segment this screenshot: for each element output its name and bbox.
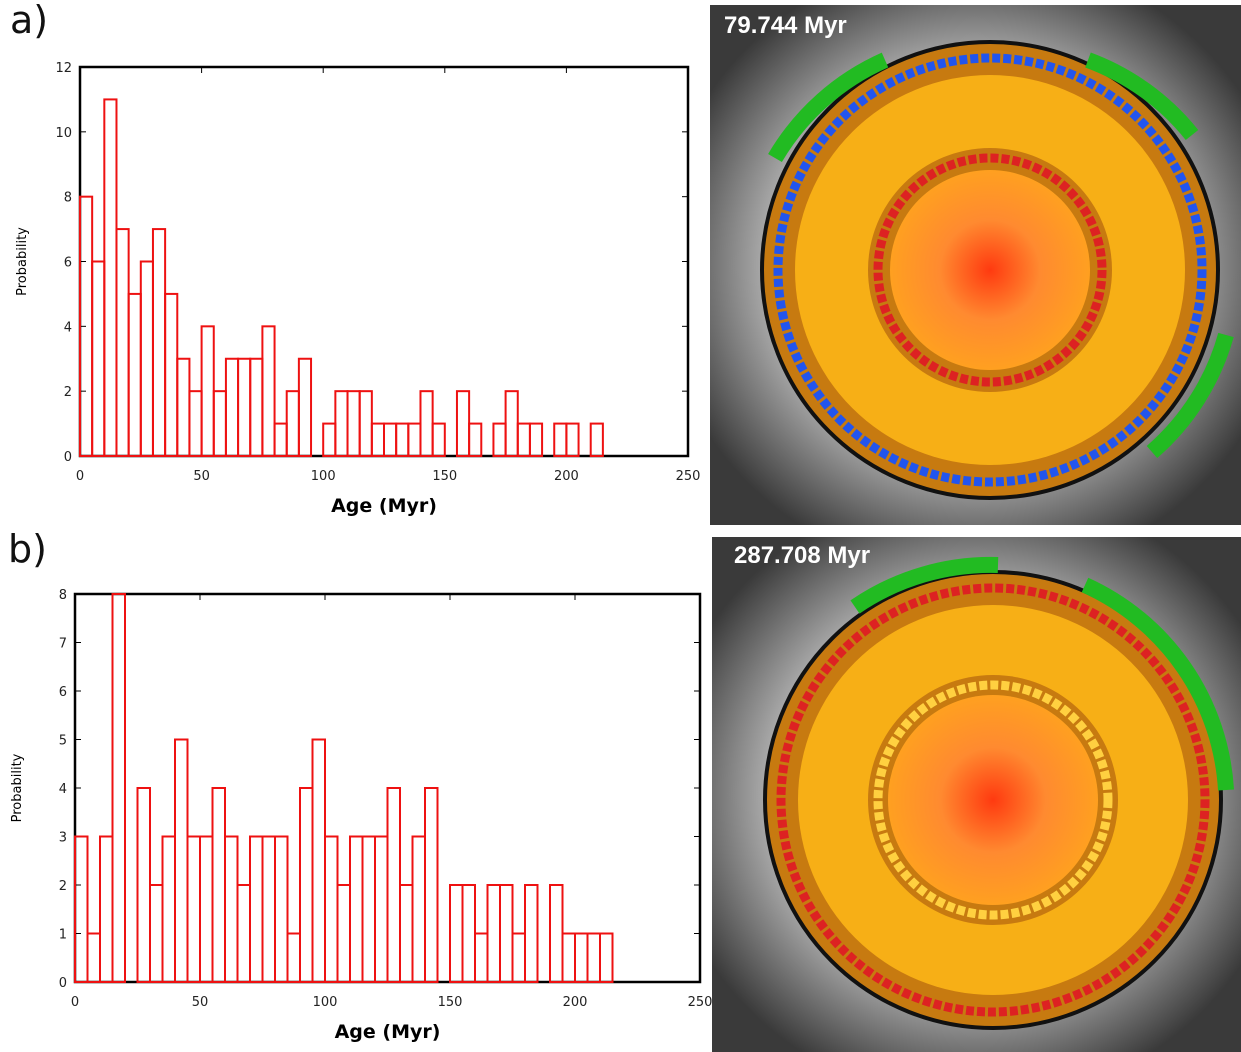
bar: [528, 422, 544, 458]
x-tick-label: 100: [311, 469, 336, 484]
x-axis-label: Age (Myr): [335, 1021, 441, 1043]
x-tick-label: 0: [76, 469, 84, 484]
y-tick-label: 5: [59, 734, 67, 749]
y-tick-label: 8: [64, 191, 72, 206]
bar: [524, 884, 539, 983]
bar: [424, 787, 439, 983]
x-tick-label: 100: [313, 995, 338, 1010]
sim-time: 79.744 Myr: [724, 12, 847, 39]
x-tick-label: 150: [438, 995, 463, 1010]
bar: [431, 422, 446, 458]
y-tick-label: 7: [59, 637, 67, 652]
simulation-b: [712, 537, 1241, 1052]
y-tick-label: 2: [64, 385, 72, 400]
x-tick-label: 0: [71, 995, 79, 1010]
sim-time: 287.708 Myr: [734, 542, 870, 569]
bar: [297, 357, 313, 457]
y-tick-label: 4: [64, 320, 72, 335]
x-tick-label: 200: [563, 995, 588, 1010]
plot-frame: [78, 65, 690, 458]
simulation-a: [710, 5, 1241, 525]
bar: [599, 932, 614, 983]
y-tick-label: 12: [55, 61, 72, 76]
x-tick-label: 50: [193, 469, 210, 484]
y-tick-label: 6: [59, 685, 67, 700]
x-tick-label: 50: [192, 995, 209, 1010]
bar: [589, 422, 604, 458]
y-tick-label: 2: [59, 879, 67, 894]
y-tick-label: 10: [55, 126, 72, 141]
bar: [565, 422, 580, 458]
y-tick-label: 3: [59, 831, 67, 846]
bar: [261, 325, 276, 458]
panel-label: b): [8, 527, 47, 571]
x-tick-label: 250: [676, 469, 701, 484]
y-axis-label: Probability: [15, 227, 30, 296]
simulation-images: [710, 5, 1241, 1052]
y-tick-label: 0: [64, 450, 72, 465]
x-tick-label: 150: [432, 469, 457, 484]
bar: [468, 422, 483, 458]
x-axis-label: Age (Myr): [331, 495, 437, 517]
y-tick-label: 0: [59, 976, 67, 991]
y-axis-label: Probability: [10, 753, 25, 822]
y-tick-label: 1: [59, 928, 67, 943]
bar: [74, 835, 89, 983]
bar: [274, 835, 289, 983]
x-tick-label: 200: [554, 469, 579, 484]
y-tick-label: 4: [59, 782, 67, 797]
y-tick-label: 6: [64, 256, 72, 271]
x-tick-label: 250: [688, 995, 713, 1010]
bar: [111, 593, 126, 983]
panel-label: a): [10, 0, 48, 42]
y-tick-label: 8: [59, 588, 67, 603]
